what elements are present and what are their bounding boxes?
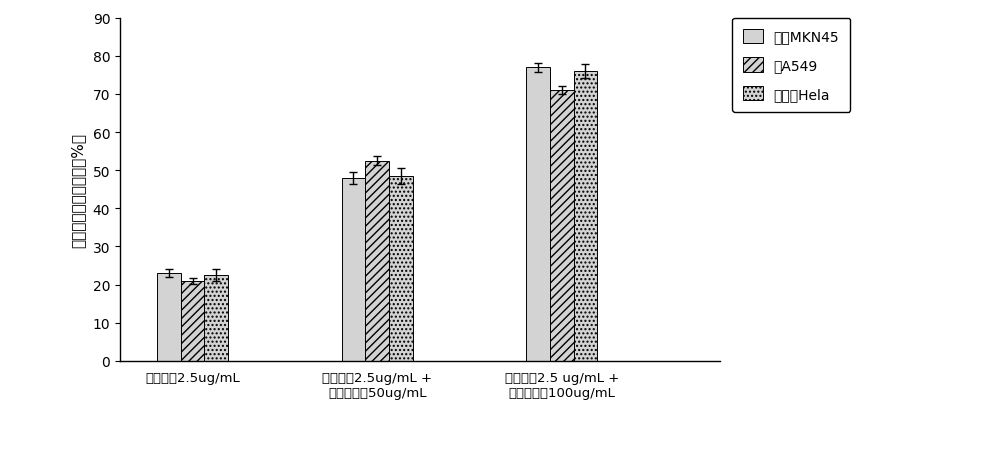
Bar <box>526 68 550 361</box>
Y-axis label: 胿瘾细胞生长抑制率（%）: 胿瘾细胞生长抑制率（%） <box>71 132 86 247</box>
Legend: 胃癌MKN45, 肺A549, 宫颈癌Hela: 胃癌MKN45, 肺A549, 宫颈癌Hela <box>732 19 850 113</box>
Bar <box>342 178 365 361</box>
Bar <box>204 275 228 361</box>
Bar <box>157 274 181 361</box>
Bar <box>365 161 389 361</box>
Bar <box>181 281 204 361</box>
Bar <box>389 176 413 361</box>
Bar <box>550 91 574 361</box>
Bar <box>574 72 597 361</box>
